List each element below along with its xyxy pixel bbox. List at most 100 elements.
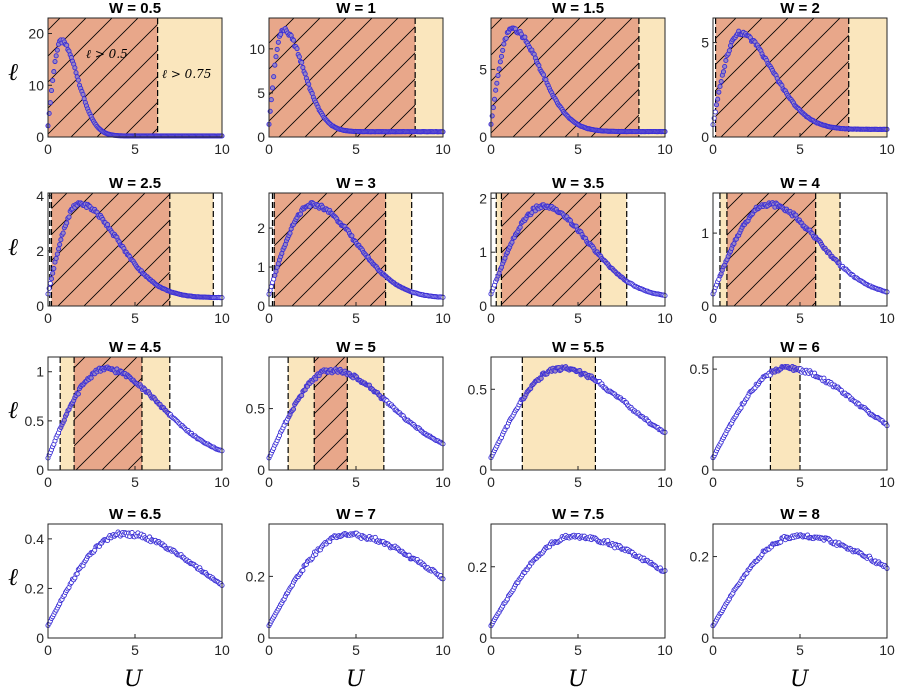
data-point [717,83,723,90]
data-point [53,255,59,262]
x-tick-label: 0 [709,141,717,157]
data-point [272,62,278,68]
y-tick-label: 0 [479,298,487,314]
x-tick-label: 10 [879,310,895,326]
panel-title: W = 3.5 [552,175,604,192]
data-point [715,96,721,102]
data-point [51,265,57,272]
x-tick-label: 0 [44,474,52,490]
data-point [294,46,300,52]
x-tick-label: 0 [44,141,52,157]
y-tick-label: 0.2 [25,580,45,596]
x-tick-label: 0 [709,474,717,490]
panel: 0 5 10 0 10 20 W = 0.5 [28,0,230,157]
y-tick-label: 0 [257,462,265,478]
data-point [52,58,58,65]
data-point [55,246,62,252]
data-point [296,54,302,60]
data-point [48,276,55,282]
x-tick-label: 5 [796,474,804,490]
y-tick-label: 0 [257,129,265,145]
y-tick-label: 0.2 [246,568,266,584]
data-point [720,69,727,75]
data-point [716,89,722,95]
shaded-region-annotation: ℓ > 0.75 [162,67,211,81]
data-point [541,72,547,78]
data-point [47,100,53,106]
x-tick-label: 5 [352,310,360,326]
x-tick-label: 5 [796,642,804,658]
hatched-region-annotation: ℓ > 0.5 [86,47,128,61]
panel-title: W = 1.5 [552,0,604,17]
data-point [88,375,94,381]
x-axis-label: U [790,667,810,692]
data-point [727,43,734,49]
hatch-pattern [491,18,639,137]
panel: 0 5 10 0 1 2 W = 3 [257,175,451,326]
x-tick-label: 0 [265,642,273,658]
y-tick-label: 0.4 [25,531,45,547]
y-tick-label: 2 [479,190,487,206]
data-point [74,571,80,577]
panel-title: W = 6.5 [109,506,161,523]
y-tick-label: 0 [701,129,709,145]
y-tick-label: 2 [257,220,265,236]
x-axis-label: U [568,667,588,692]
panel: 0 5 10 0 0.5 W = 5 [246,339,451,490]
data-point [50,77,56,84]
y-tick-label: 0.5 [25,413,45,429]
y-tick-label: 0 [701,630,709,646]
data-point [738,405,744,411]
shaded-region [638,18,665,137]
panel: 0 5 10 0 0.2 W = 8 [690,506,895,658]
x-tick-label: 5 [796,310,804,326]
data-point [53,53,59,59]
hatch-pattern [726,193,816,306]
x-tick-label: 0 [709,642,717,658]
y-axis-label: ℓ [8,563,18,591]
data-point [718,78,724,85]
shaded-region [848,18,887,137]
data-point [722,63,728,70]
data-point [517,224,523,230]
data-point [349,233,355,239]
x-tick-label: 5 [574,141,582,157]
panel: 0 5 10 0 0.5 W = 5.5 [468,339,673,490]
x-tick-label: 5 [131,141,139,157]
data-point [503,35,509,41]
y-tick-label: 1 [701,225,709,241]
data-point [605,538,611,544]
panel: 0 5 10 0 5 10 W = 1 [249,0,451,157]
x-tick-label: 10 [879,141,895,157]
y-tick-label: 0 [36,462,44,478]
x-tick-label: 10 [435,474,451,490]
data-point [712,109,718,115]
panel-title: W = 7.5 [552,506,604,523]
shaded-region [770,357,800,470]
x-tick-label: 0 [487,141,495,157]
y-tick-label: 0 [479,462,487,478]
data-point [287,230,293,236]
y-tick-label: 0 [257,298,265,314]
y-tick-label: 5 [701,35,709,51]
y-tick-label: 1 [257,259,265,275]
x-axis-label: U [346,667,366,692]
data-point [290,37,297,43]
y-tick-label: 0.2 [468,559,488,575]
data-point [299,59,305,66]
data-point [300,64,306,71]
x-tick-label: 5 [574,310,582,326]
data-point [302,71,308,77]
y-tick-label: 1 [479,244,487,260]
y-tick-label: 0.2 [690,549,710,565]
data-point [778,539,784,545]
y-axis-label: ℓ [8,233,18,261]
data-point [522,34,528,40]
hatch-pattern [48,18,158,137]
data-point [54,47,60,53]
data-point [47,280,53,286]
x-tick-label: 0 [265,310,273,326]
y-axis-label: ℓ [8,58,18,86]
x-tick-label: 0 [265,141,273,157]
